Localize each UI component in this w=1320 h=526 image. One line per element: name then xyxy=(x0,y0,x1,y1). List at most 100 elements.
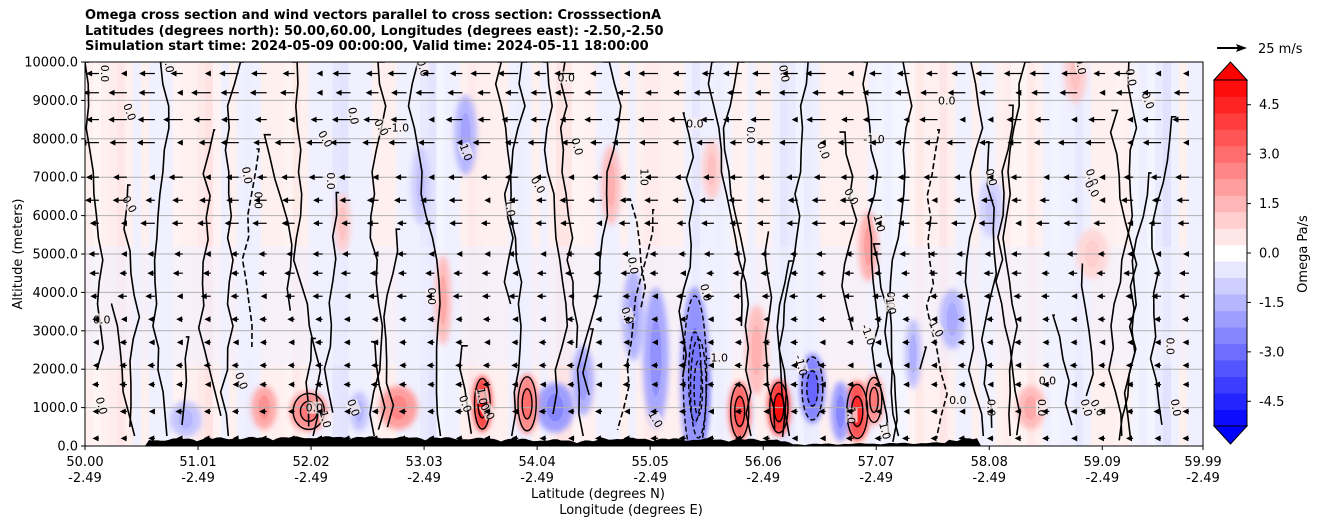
wind-vector-head xyxy=(930,408,937,415)
wind-vector-arrow xyxy=(1093,220,1106,227)
wind-vector-arrow xyxy=(649,270,658,277)
wind-vector-arrow xyxy=(729,220,742,227)
wind-vector-arrow xyxy=(343,381,351,388)
x-tick-label-longitude: -2.49 xyxy=(181,471,215,486)
wind-vector-arrow xyxy=(176,339,183,346)
wind-vector-head xyxy=(589,70,596,77)
wind-vector-arrow xyxy=(366,197,379,204)
wind-vector-arrow xyxy=(652,339,658,346)
contour-label-bg xyxy=(626,257,641,274)
zero-contour-line xyxy=(1051,314,1073,426)
wind-vector-head xyxy=(726,89,733,96)
wind-vector-head xyxy=(1123,270,1130,277)
wind-vector-head xyxy=(899,251,906,257)
wind-vector-head xyxy=(728,197,735,204)
wind-vector-head xyxy=(818,316,824,323)
wind-vector-head xyxy=(108,116,115,123)
wind-vector-head xyxy=(92,362,99,369)
wind-vector-head xyxy=(481,293,488,300)
wind-vector-arrow xyxy=(372,251,379,257)
wind-vector-arrow xyxy=(259,339,267,346)
wind-vector-head xyxy=(778,89,785,96)
wind-vector-head xyxy=(363,116,370,123)
wind-vector-head xyxy=(232,339,239,346)
wind-vector-head xyxy=(1071,197,1078,204)
wind-vector-arrow xyxy=(845,251,854,257)
wind-vector-arrow xyxy=(168,174,183,181)
wind-vector-arrow xyxy=(901,293,910,300)
wind-vector-head xyxy=(1071,435,1078,442)
wind-vector-head xyxy=(757,174,764,181)
wind-vector-arrow xyxy=(231,362,239,369)
wind-vector-head xyxy=(790,270,797,277)
wind-vector-head xyxy=(538,408,545,415)
wind-vector-arrow xyxy=(672,197,686,204)
wind-vector-head xyxy=(388,139,395,146)
zero-contour-line xyxy=(383,228,401,428)
wind-vector-head xyxy=(85,89,90,96)
wind-vector-arrow xyxy=(314,339,323,346)
wind-vector-arrow xyxy=(176,316,183,323)
wind-vector-head xyxy=(895,89,901,96)
sinking-omega-peak xyxy=(806,369,819,408)
wind-vector-arrow xyxy=(733,293,742,300)
wind-vector-head xyxy=(456,251,463,257)
wind-vector-head xyxy=(732,270,739,277)
wind-vector-arrow xyxy=(781,70,798,77)
wind-vector-head xyxy=(1042,362,1049,369)
wind-vector-head xyxy=(501,116,508,123)
wind-vector-arrow xyxy=(623,339,631,346)
wind-vector-arrow xyxy=(1151,293,1162,300)
wind-vector-arrow xyxy=(368,293,379,300)
contour-label: 1.0 xyxy=(638,168,651,186)
wind-vector-arrow xyxy=(538,362,547,369)
wind-vector-head xyxy=(1127,220,1134,227)
wind-vector-arrow xyxy=(312,251,323,257)
y-tick-label: 3000.0 xyxy=(33,324,79,339)
wind-vector-head xyxy=(148,381,155,388)
wind-vector-head xyxy=(249,89,256,96)
wind-vector-arrow xyxy=(176,89,183,96)
wind-vector-arrow xyxy=(171,220,183,227)
wind-vector-head xyxy=(230,293,237,300)
wind-vector-head xyxy=(1011,270,1018,277)
wind-vector-arrow xyxy=(958,381,966,388)
wind-vector-head xyxy=(417,139,424,146)
wind-vector-arrow xyxy=(956,293,966,300)
wind-vector-arrow xyxy=(1011,197,1022,204)
wind-vector-arrow xyxy=(202,270,211,277)
wind-vector-arrow xyxy=(790,381,798,388)
wind-vector-arrow xyxy=(254,116,267,123)
wind-vector-head xyxy=(1179,270,1185,277)
wind-vector-arrow xyxy=(957,339,966,346)
wind-vector-head xyxy=(735,316,741,323)
wind-vector-head xyxy=(232,381,239,388)
wind-vector-head xyxy=(109,139,116,146)
wind-vector-arrow xyxy=(176,293,183,300)
wind-vector-arrow xyxy=(483,408,491,415)
wind-vector-head xyxy=(750,116,757,123)
contour-label: 0.0 xyxy=(625,256,641,275)
wind-vector-arrow xyxy=(1120,197,1134,204)
wind-vector-head xyxy=(734,408,741,415)
wind-vector-head xyxy=(176,293,183,300)
wind-vector-arrow xyxy=(1123,174,1134,181)
wind-vector-arrow xyxy=(750,116,770,123)
wind-vector-head xyxy=(846,408,853,415)
wind-vector-arrow xyxy=(986,362,994,369)
y-axis: 0.0 1000.0 2000.0 3000.0 4000.0 5000.0 6000.0 7… xyxy=(24,56,85,455)
wind-vector-arrow xyxy=(678,435,686,442)
wind-vector-arrow xyxy=(778,139,798,146)
wind-vector-arrow xyxy=(340,270,351,277)
wind-vector-arrow xyxy=(622,362,631,369)
wind-vector-head xyxy=(925,70,932,77)
wind-vector-head xyxy=(535,174,541,181)
wind-vector-head xyxy=(372,339,379,346)
wind-vector-head xyxy=(618,220,625,227)
wind-vector-head xyxy=(639,139,645,146)
wind-vector-head xyxy=(838,220,845,227)
contour-label: 0.0 xyxy=(568,136,585,156)
wind-vector-head xyxy=(372,174,379,181)
wind-vector-arrow xyxy=(1015,362,1022,369)
wind-vector-arrow xyxy=(536,293,547,300)
